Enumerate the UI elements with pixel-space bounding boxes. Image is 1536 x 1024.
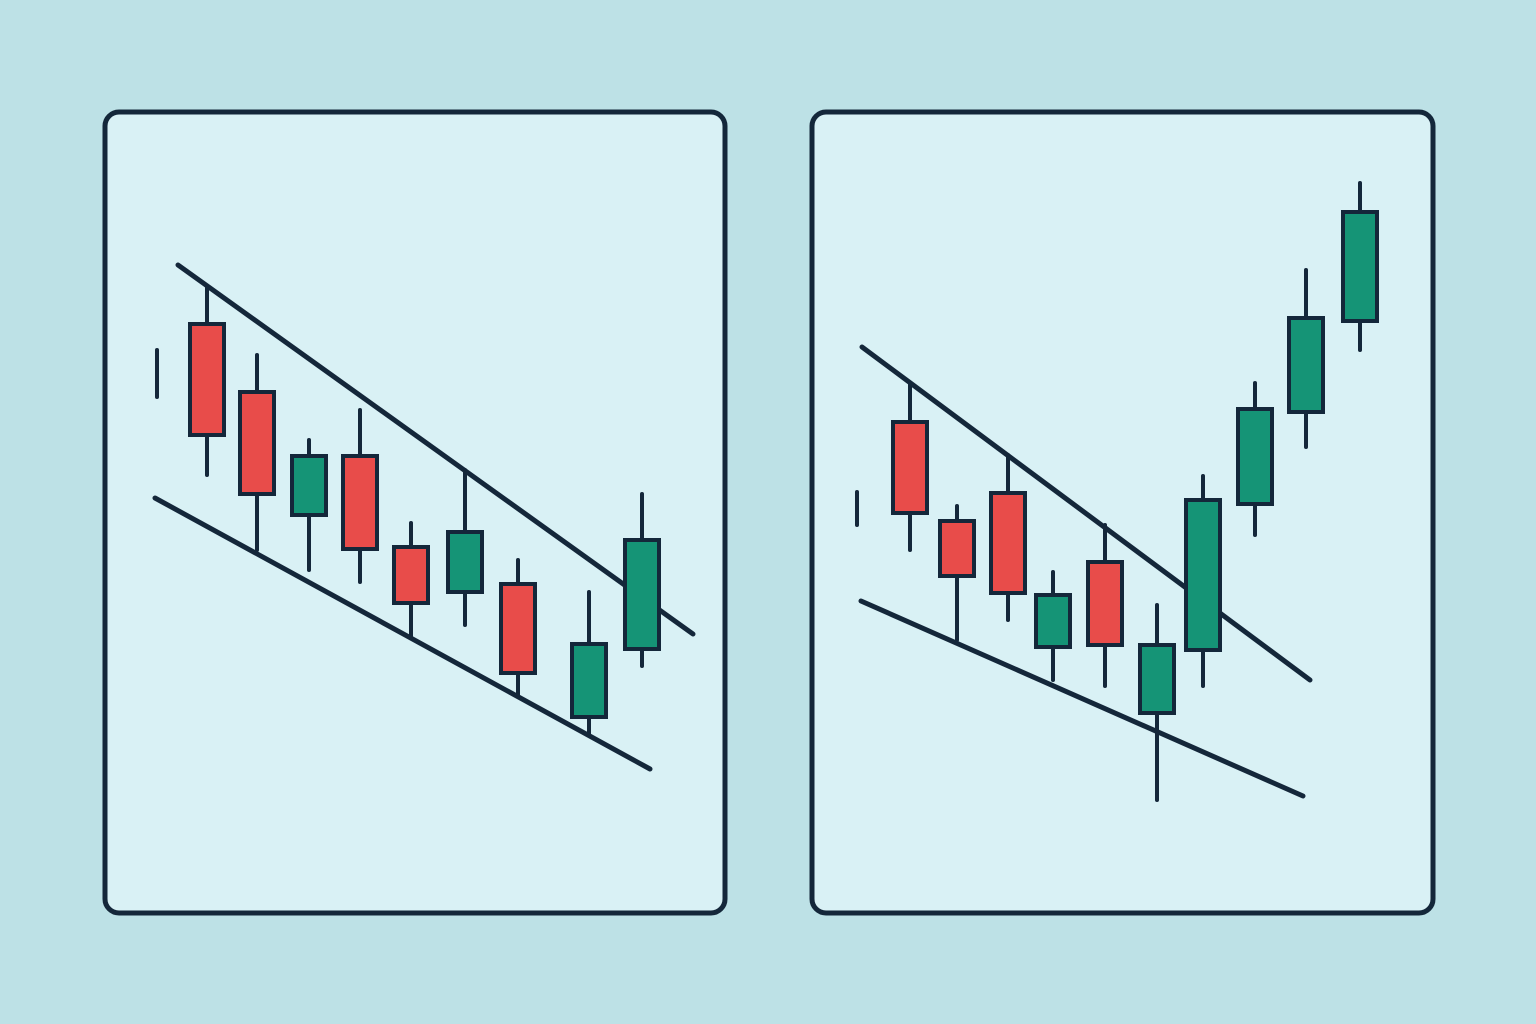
candle-body [989, 491, 1027, 595]
candle-body [570, 642, 608, 719]
candle-body [1287, 316, 1325, 414]
candle-body [1138, 643, 1176, 715]
panel-frame [809, 109, 1436, 916]
right-panel [809, 109, 1436, 916]
upper-trendline [859, 344, 1313, 683]
candle-body [446, 530, 484, 594]
candle-body [1341, 210, 1379, 323]
candle-body [891, 420, 929, 515]
candle-body [938, 519, 976, 578]
upper-trendline [175, 262, 696, 637]
candle-body [341, 454, 379, 551]
lower-trendline [858, 598, 1306, 799]
candle-body [623, 538, 661, 651]
candle-body [290, 454, 328, 517]
candle-body [1086, 560, 1124, 647]
panel-frame [102, 109, 728, 916]
candle-body [392, 545, 430, 605]
candle-body [188, 322, 226, 437]
candle-body [499, 582, 537, 675]
candle-body [1034, 593, 1072, 649]
candle-body [238, 390, 276, 496]
candle-body [1236, 407, 1274, 506]
lower-trendline [152, 495, 653, 772]
candle-body [1184, 498, 1222, 652]
left-panel [102, 109, 728, 916]
